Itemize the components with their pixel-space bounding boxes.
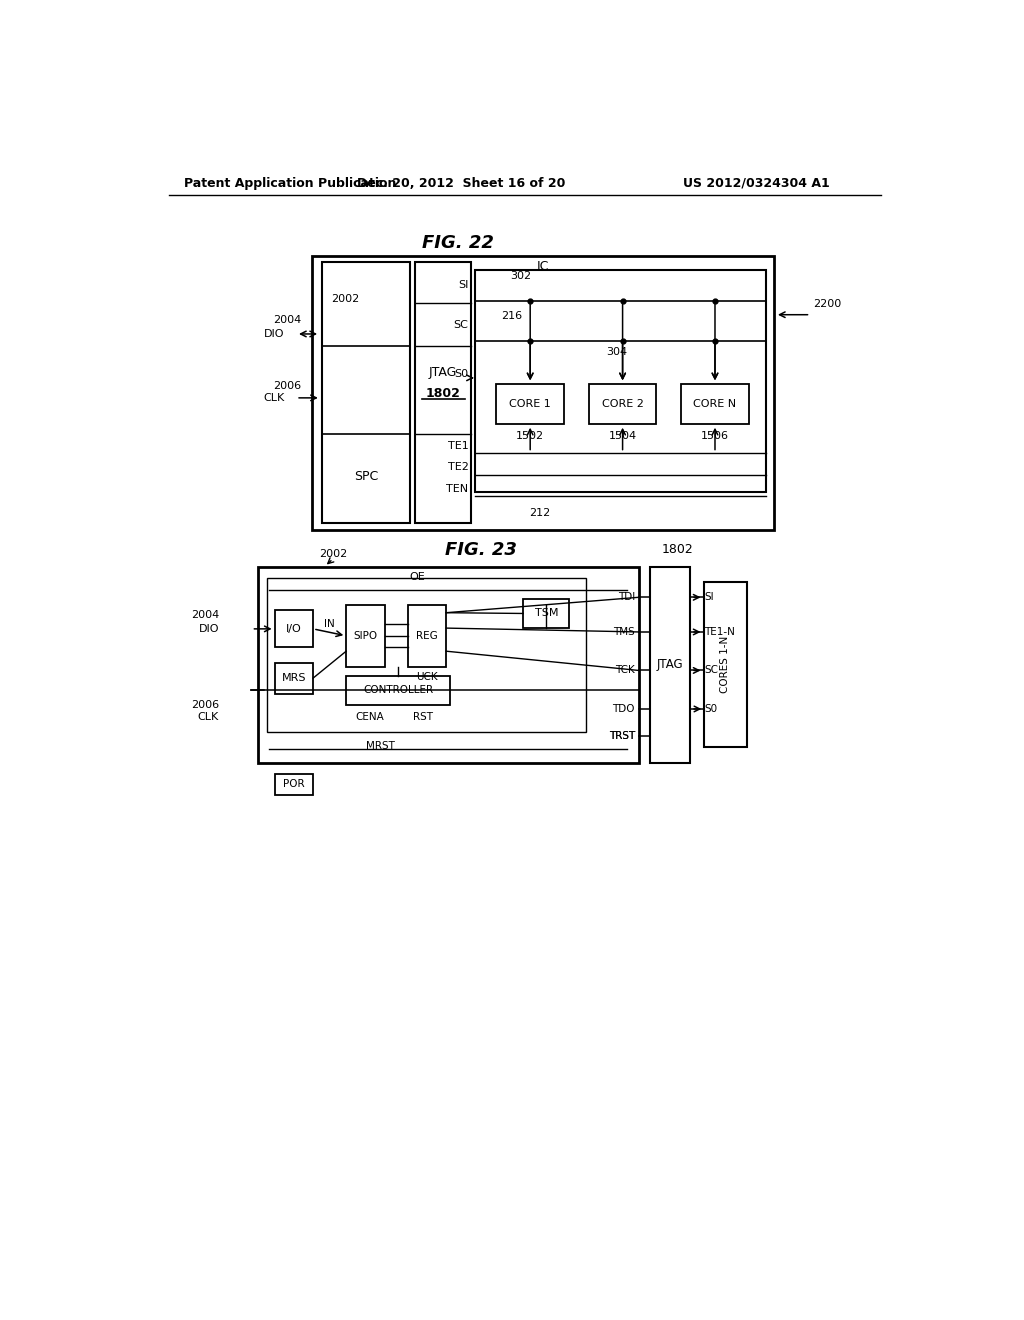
Text: S0: S0 xyxy=(455,370,469,379)
Text: SIPO: SIPO xyxy=(353,631,378,640)
Text: TDO: TDO xyxy=(612,704,635,714)
Text: JTAG: JTAG xyxy=(429,366,458,379)
Text: 1802: 1802 xyxy=(663,543,694,556)
Text: SI: SI xyxy=(705,593,714,602)
Text: FIG. 22: FIG. 22 xyxy=(422,234,494,252)
Text: 212: 212 xyxy=(529,508,551,519)
Text: CORES 1-N: CORES 1-N xyxy=(721,636,730,693)
Text: 2006: 2006 xyxy=(191,700,219,710)
Text: 2002: 2002 xyxy=(318,549,347,560)
Text: TE2: TE2 xyxy=(447,462,469,473)
Text: CLK: CLK xyxy=(198,711,219,722)
Text: IN: IN xyxy=(324,619,335,630)
Text: 1506: 1506 xyxy=(701,432,729,441)
Bar xyxy=(523,599,569,628)
Bar xyxy=(274,610,313,647)
Text: TCK: TCK xyxy=(615,665,635,676)
Bar xyxy=(589,384,656,424)
Text: 1802: 1802 xyxy=(426,387,461,400)
Bar xyxy=(416,263,471,523)
Text: SC: SC xyxy=(705,665,718,676)
Text: TSM: TSM xyxy=(535,609,558,619)
Text: US 2012/0324304 A1: US 2012/0324304 A1 xyxy=(683,177,830,190)
Text: 216: 216 xyxy=(501,312,522,321)
Text: CONTROLLER: CONTROLLER xyxy=(364,685,433,696)
Text: CENA: CENA xyxy=(355,711,384,722)
Bar xyxy=(346,605,385,667)
Text: OE: OE xyxy=(410,573,425,582)
Text: CLK: CLK xyxy=(263,393,285,403)
Bar xyxy=(497,384,564,424)
Text: UCK: UCK xyxy=(416,672,438,682)
Bar xyxy=(681,384,749,424)
Text: CORE 2: CORE 2 xyxy=(602,399,643,409)
Text: 304: 304 xyxy=(606,347,628,356)
Text: 302: 302 xyxy=(510,271,531,281)
Text: S0: S0 xyxy=(705,704,718,714)
Text: JTAG: JTAG xyxy=(657,659,684,671)
Text: DIO: DIO xyxy=(264,329,285,339)
Text: 1502: 1502 xyxy=(516,432,544,441)
Text: Patent Application Publication: Patent Application Publication xyxy=(184,177,397,190)
Text: TMS: TMS xyxy=(613,627,635,638)
Bar xyxy=(274,663,313,693)
Text: REG: REG xyxy=(416,631,438,640)
Text: POR: POR xyxy=(283,779,304,789)
Text: TEN: TEN xyxy=(446,483,469,494)
Text: FIG. 23: FIG. 23 xyxy=(445,541,517,558)
Bar xyxy=(475,271,766,492)
Text: MRS: MRS xyxy=(282,673,306,684)
Text: SPC: SPC xyxy=(353,470,378,483)
Bar xyxy=(311,256,773,529)
Bar xyxy=(267,578,587,733)
Bar xyxy=(274,774,313,795)
Text: I/O: I/O xyxy=(286,624,302,634)
Text: 2006: 2006 xyxy=(273,380,301,391)
Text: RST: RST xyxy=(413,711,433,722)
Text: CORE N: CORE N xyxy=(693,399,736,409)
Bar xyxy=(258,566,639,763)
Text: TRST: TRST xyxy=(608,731,635,741)
Text: 1504: 1504 xyxy=(608,432,637,441)
Text: MRST: MRST xyxy=(367,741,395,751)
Text: TRST: TRST xyxy=(608,731,635,741)
Text: TDI: TDI xyxy=(617,593,635,602)
Text: 2002: 2002 xyxy=(331,294,359,305)
Text: DIO: DIO xyxy=(199,624,219,634)
Text: 2004: 2004 xyxy=(273,315,301,325)
Text: 2200: 2200 xyxy=(813,298,842,309)
Bar xyxy=(705,582,746,747)
Bar xyxy=(408,605,446,667)
Bar xyxy=(346,676,451,705)
Text: TE1-N: TE1-N xyxy=(705,627,735,638)
Text: SC: SC xyxy=(454,321,469,330)
Bar xyxy=(650,566,690,763)
Bar xyxy=(322,263,410,523)
Text: Dec. 20, 2012  Sheet 16 of 20: Dec. 20, 2012 Sheet 16 of 20 xyxy=(357,177,566,190)
Text: SI: SI xyxy=(458,280,469,290)
Text: 2004: 2004 xyxy=(190,610,219,620)
Text: IC: IC xyxy=(537,260,549,273)
Text: CORE 1: CORE 1 xyxy=(509,399,551,409)
Text: TE1: TE1 xyxy=(447,441,469,450)
